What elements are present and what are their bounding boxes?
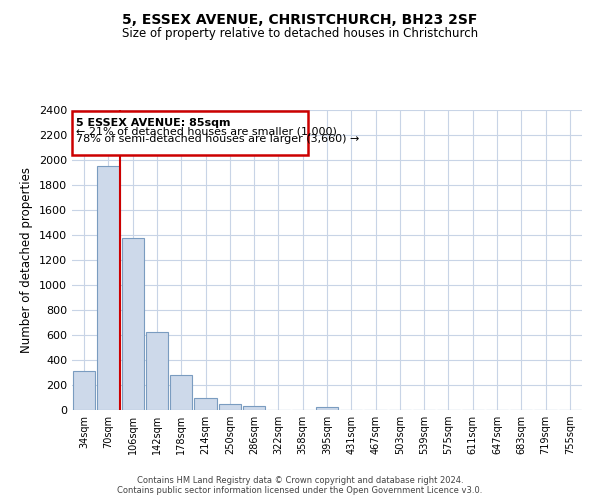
Y-axis label: Number of detached properties: Number of detached properties [20,167,34,353]
Text: 78% of semi-detached houses are larger (3,660) →: 78% of semi-detached houses are larger (… [76,134,359,144]
Text: ← 21% of detached houses are smaller (1,000): ← 21% of detached houses are smaller (1,… [76,126,337,136]
FancyBboxPatch shape [73,112,308,155]
Text: 5, ESSEX AVENUE, CHRISTCHURCH, BH23 2SF: 5, ESSEX AVENUE, CHRISTCHURCH, BH23 2SF [122,12,478,26]
Bar [73,370,95,410]
Bar [122,238,144,410]
Text: Contains public sector information licensed under the Open Government Licence v3: Contains public sector information licen… [118,486,482,495]
Bar [218,404,241,410]
Text: 5 ESSEX AVENUE: 85sqm: 5 ESSEX AVENUE: 85sqm [76,118,230,128]
Bar [146,332,168,410]
Bar [194,398,217,410]
Bar [97,166,119,410]
Bar [243,406,265,410]
Text: Size of property relative to detached houses in Christchurch: Size of property relative to detached ho… [122,28,478,40]
Bar [170,375,193,410]
Bar [316,407,338,410]
Text: Contains HM Land Registry data © Crown copyright and database right 2024.: Contains HM Land Registry data © Crown c… [137,476,463,485]
